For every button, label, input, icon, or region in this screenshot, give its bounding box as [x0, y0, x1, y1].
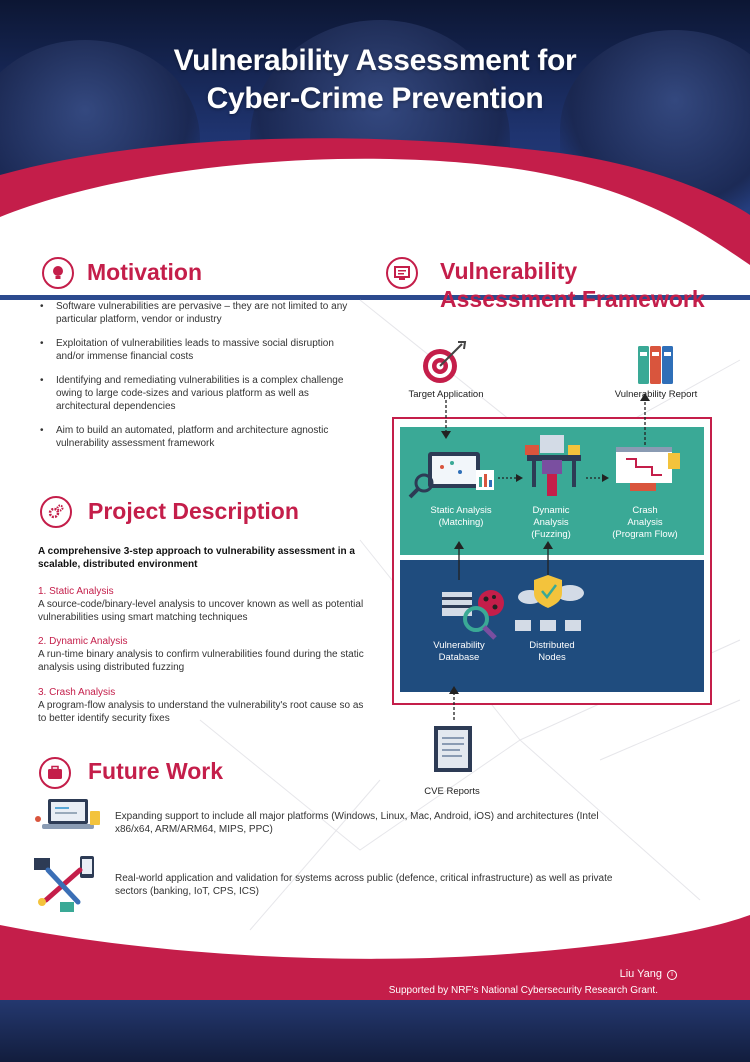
static-analysis-icon	[408, 452, 494, 499]
cve-document-icon	[434, 726, 472, 772]
footer-background	[0, 1000, 750, 1062]
briefcase-icon	[39, 757, 71, 789]
framework-title: Vulnerability Assessment Framework	[440, 257, 705, 313]
tools-devices-icon	[34, 856, 94, 912]
list-item: Identifying and remediating vulnerabilit…	[40, 374, 360, 413]
step-title: 1. Static Analysis	[38, 586, 114, 597]
page-title-line-1: Vulnerability Assessment for	[173, 44, 577, 77]
step-description: A run-time binary analysis to confirm vu…	[38, 649, 364, 673]
framework-diagram	[408, 393, 680, 772]
vulnerability-report-label: Vulnerability Report	[614, 389, 698, 400]
motivation-title: Motivation	[87, 259, 202, 285]
gears-icon	[40, 496, 72, 528]
step-description: A program-flow analysis to understand th…	[38, 700, 364, 724]
crash-analysis-label: Crash Analysis (Program Flow)	[612, 505, 678, 540]
page-title-line-2: Cyber-Crime Prevention	[206, 82, 544, 115]
target-application-label: Target Application	[408, 389, 484, 400]
header-wave	[0, 138, 750, 295]
motivation-list: Software vulnerabilities are pervasive –…	[40, 300, 360, 461]
project-description-title: Project Description	[88, 498, 299, 524]
future-work-item: Real-world application and validation fo…	[115, 873, 613, 897]
dynamic-analysis-label: Dynamic Analysis (Fuzzing)	[531, 505, 571, 540]
grant-text: Supported by NRF's National Cybersecurit…	[388, 985, 658, 996]
framework-title-line-2: Assessment Framework	[440, 286, 705, 312]
vulnerability-database-label: Vulnerability Database	[433, 640, 485, 663]
author-name: Liu Yang	[619, 968, 662, 980]
dynamic-analysis-icon	[525, 435, 581, 496]
page-title: Vulnerability Assessment for Cyber-Crime…	[0, 42, 750, 118]
list-item: Exploitation of vulnerabilities leads to…	[40, 337, 360, 363]
list-item: Aim to build an automated, platform and …	[40, 424, 360, 450]
cve-reports-label: CVE Reports	[424, 786, 480, 797]
step-description: A source-code/binary-level analysis to u…	[38, 599, 364, 623]
monitor-icon	[386, 257, 418, 289]
future-work-item: Expanding support to include all major p…	[115, 811, 599, 835]
lightbulb-icon	[42, 257, 74, 289]
footer-wave	[0, 915, 750, 1015]
crash-analysis-icon	[616, 447, 680, 491]
static-analysis-label: Static Analysis (Matching)	[430, 505, 492, 528]
step-dynamic-analysis: 2. Dynamic Analysis A run-time binary an…	[38, 635, 368, 674]
step-static-analysis: 1. Static Analysis A source-code/binary-…	[38, 585, 368, 624]
vulnerability-database-icon	[442, 590, 504, 640]
target-icon	[423, 341, 467, 383]
step-crash-analysis: 3. Crash Analysis A program-flow analysi…	[38, 686, 368, 725]
framework-title-line-1: Vulnerability	[440, 258, 578, 284]
step-title: 3. Crash Analysis	[38, 687, 116, 698]
list-item: Software vulnerabilities are pervasive –…	[40, 300, 360, 326]
future-work-title: Future Work	[88, 758, 224, 784]
distributed-nodes-icon	[515, 575, 584, 631]
report-binders-icon	[638, 346, 673, 384]
project-intro: A comprehensive 3-step approach to vulne…	[38, 546, 355, 570]
laptop-tools-icon	[35, 799, 100, 829]
distributed-nodes-label: Distributed Nodes	[529, 640, 575, 663]
info-icon: i	[667, 970, 677, 980]
step-title: 2. Dynamic Analysis	[38, 636, 128, 647]
